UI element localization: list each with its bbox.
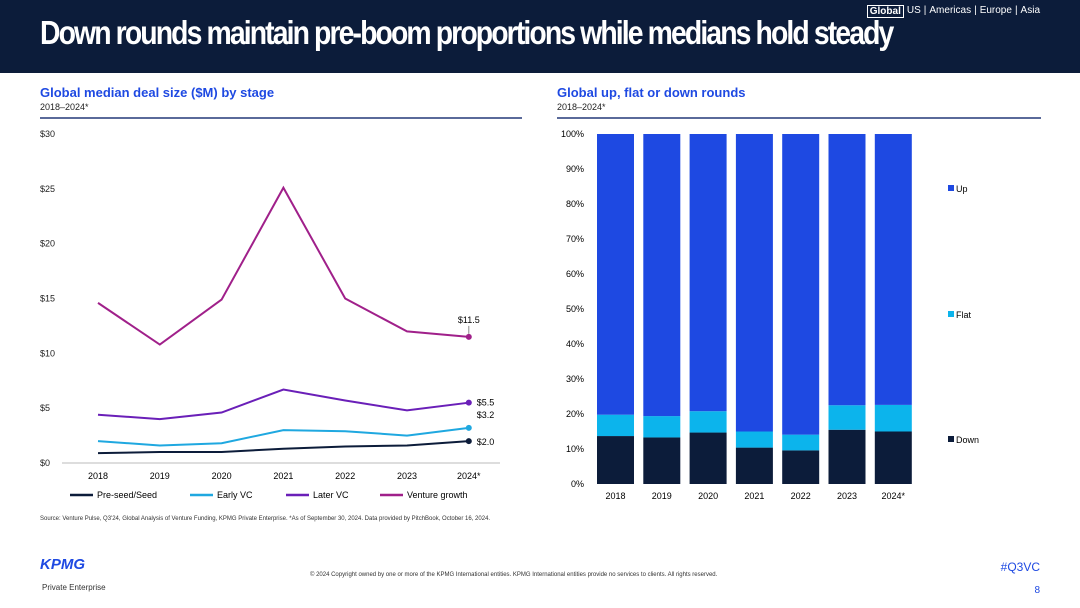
- y-tick-label: 50%: [566, 304, 584, 314]
- y-tick-label: $0: [40, 458, 50, 468]
- bar-down: [643, 437, 681, 484]
- y-tick-label: 20%: [566, 409, 584, 419]
- bar-chart-subtitle: 2018–2024*: [557, 102, 606, 112]
- legend-label: Later VC: [313, 490, 349, 500]
- end-point: [465, 333, 472, 340]
- y-tick-label: 80%: [566, 199, 584, 209]
- x-tick-label: 2022: [335, 471, 355, 481]
- bar-up: [643, 134, 681, 417]
- region-nav: Global US | Americas | Europe | Asia: [866, 5, 1040, 18]
- x-tick-label: 2018: [88, 471, 108, 481]
- bar-down: [597, 436, 634, 484]
- region-americas[interactable]: Americas: [929, 5, 972, 16]
- x-tick-label: 2018: [605, 491, 625, 501]
- x-tick-label: 2020: [212, 471, 232, 481]
- bar-flat: [874, 404, 912, 432]
- y-tick-label: 100%: [561, 129, 584, 139]
- x-tick-label: 2019: [652, 491, 672, 501]
- x-tick-label: 2023: [837, 491, 857, 501]
- bar-flat: [689, 411, 727, 433]
- x-tick-label: 2020: [698, 491, 718, 501]
- x-tick-label: 2022: [791, 491, 811, 501]
- series-line-3: [97, 185, 469, 346]
- y-tick-label: $15: [40, 294, 55, 304]
- end-point: [465, 438, 472, 445]
- page-number: 8: [1034, 585, 1040, 596]
- x-tick-label: 2024*: [457, 471, 481, 481]
- y-tick-label: $10: [40, 348, 55, 358]
- region-asia[interactable]: Asia: [1020, 5, 1040, 16]
- y-tick-label: 30%: [566, 374, 584, 384]
- legend-swatch: [948, 311, 954, 317]
- x-tick-label: 2023: [397, 471, 417, 481]
- series-line-1: [97, 426, 469, 447]
- line-chart-title: Global median deal size ($M) by stage: [40, 85, 275, 100]
- legend-label: Up: [956, 184, 968, 194]
- y-tick-label: 10%: [566, 444, 584, 454]
- y-tick-label: 0%: [571, 479, 584, 489]
- end-point: [465, 424, 472, 431]
- y-tick-label: 40%: [566, 339, 584, 349]
- divider: [40, 117, 522, 119]
- logo-subtitle: Private Enterprise: [42, 583, 106, 592]
- y-tick-label: 60%: [566, 269, 584, 279]
- kpmg-logo: KPMG: [40, 556, 85, 573]
- bar-down: [735, 447, 773, 484]
- y-tick-label: $20: [40, 239, 55, 249]
- series-line-0: [97, 440, 469, 455]
- legend-label: Flat: [956, 310, 972, 320]
- page-title: Down rounds maintain pre-boom proportion…: [40, 14, 894, 51]
- bar-up: [735, 134, 773, 432]
- bar-flat: [735, 431, 773, 448]
- data-label: $3.2: [477, 410, 495, 420]
- series-line-2: [97, 388, 469, 421]
- y-tick-label: $30: [40, 129, 55, 139]
- data-label: $11.5: [458, 315, 480, 325]
- source-note: Source: Venture Pulse, Q3'24, Global Ana…: [40, 516, 491, 522]
- bar-flat: [597, 414, 634, 437]
- y-tick-label: 70%: [566, 234, 584, 244]
- header-bar: Down rounds maintain pre-boom proportion…: [0, 0, 1080, 73]
- bar-flat: [782, 434, 820, 451]
- bar-down: [782, 450, 820, 484]
- y-tick-label: 90%: [566, 164, 584, 174]
- x-tick-label: 2019: [150, 471, 170, 481]
- data-label: $2.0: [477, 437, 495, 447]
- legend-swatch: [948, 185, 954, 191]
- bar-flat: [828, 405, 866, 430]
- bar-up: [874, 134, 912, 405]
- legend-label: Down: [956, 435, 979, 445]
- hashtag: #Q3VC: [1000, 560, 1040, 574]
- bar-down: [874, 431, 912, 484]
- region-europe[interactable]: Europe: [979, 5, 1012, 16]
- x-tick-label: 2021: [744, 491, 764, 501]
- legend-label: Early VC: [217, 490, 253, 500]
- line-chart-subtitle: 2018–2024*: [40, 102, 89, 112]
- copyright: © 2024 Copyright owned by one or more of…: [310, 572, 718, 578]
- bar-up: [782, 134, 820, 435]
- x-tick-label: 2024*: [882, 491, 906, 501]
- region-us[interactable]: US: [906, 5, 921, 16]
- bar-up: [828, 134, 866, 406]
- region-global[interactable]: Global: [866, 5, 904, 18]
- legend-label: Pre-seed/Seed: [97, 490, 157, 500]
- end-point: [465, 399, 472, 406]
- legend-swatch: [948, 436, 954, 442]
- y-tick-label: $5: [40, 403, 50, 413]
- divider: [557, 117, 1041, 119]
- y-tick-label: $25: [40, 184, 55, 194]
- bar-up: [597, 134, 634, 415]
- bar-chart-title: Global up, flat or down rounds: [557, 85, 746, 100]
- bar-down: [828, 429, 866, 484]
- data-label: $5.5: [477, 398, 495, 408]
- bar-down: [689, 432, 727, 484]
- bar-up: [689, 134, 727, 412]
- legend-label: Venture growth: [407, 490, 468, 500]
- bar-flat: [643, 416, 681, 438]
- x-tick-label: 2021: [273, 471, 293, 481]
